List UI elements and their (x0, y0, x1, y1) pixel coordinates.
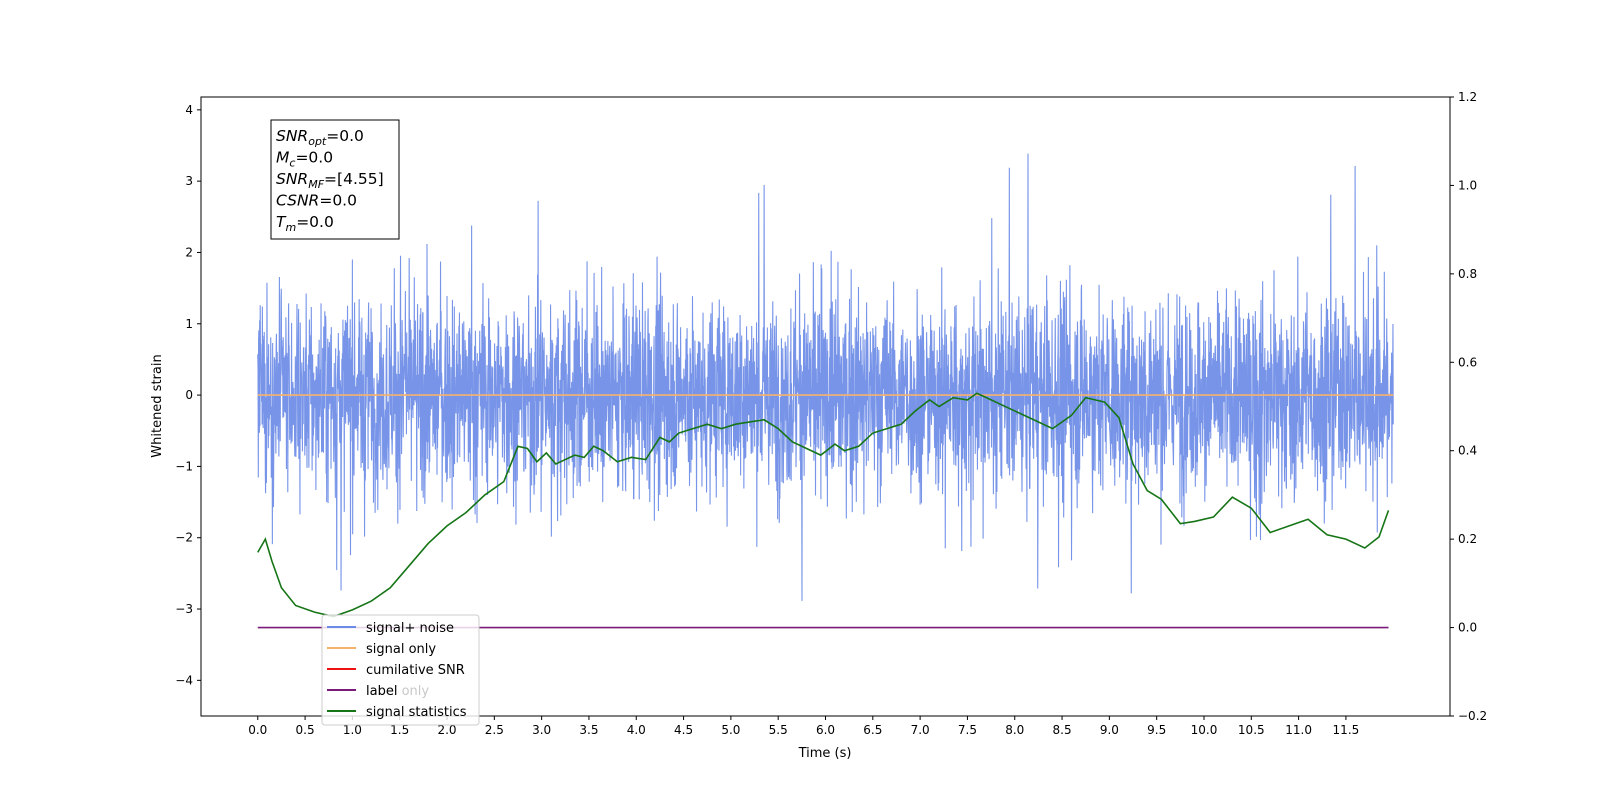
signal-noise-line (257, 153, 1394, 601)
x-tick-label: 2.0 (437, 723, 456, 737)
annotation-line: Mc=0.0 (276, 149, 333, 170)
x-tick-label: 2.5 (485, 723, 504, 737)
legend-label: signal statistics (366, 705, 467, 720)
y-right-tick-label: 0.4 (1458, 444, 1477, 458)
x-tick-label: 5.0 (721, 723, 740, 737)
annotation-line: SNRMF=[4.55] (276, 170, 384, 191)
y-left-tick-label: 1 (185, 317, 193, 331)
x-tick-label: 1.0 (343, 723, 362, 737)
x-axis-label: Time (s) (798, 746, 852, 761)
legend-label: signal only (366, 642, 436, 657)
y-right-tick-label: 0.8 (1458, 267, 1477, 281)
y-right-tick-label: 0.6 (1458, 355, 1477, 369)
x-tick-label: 9.5 (1147, 723, 1166, 737)
series-signal-noise (257, 153, 1394, 601)
x-axis-ticks: 0.0 0.5 1.0 1.5 2.0 2.5 3.0 3.5 4.0 4.5 5.0 5.5 6.0 6… (248, 716, 1359, 737)
x-tick-label: 4.0 (627, 723, 646, 737)
y-axis-left-label: Whitened strain (150, 354, 165, 457)
y-left-tick-label: 4 (185, 103, 193, 117)
y-axis-left-ticks: 4 3 2 1 0 −1 −2 −3 −4 (175, 103, 201, 687)
annotation-line: Tm=0.0 (276, 213, 334, 234)
x-tick-label: 10.0 (1191, 723, 1218, 737)
legend: label only signal+ noise signal only cumil… (321, 614, 480, 726)
x-tick-label: 5.5 (769, 723, 788, 737)
x-tick-label: 11.5 (1333, 723, 1360, 737)
x-tick-label: 10.5 (1238, 723, 1265, 737)
y-left-tick-label: 2 (185, 245, 193, 259)
x-tick-label: 3.0 (532, 723, 551, 737)
y-left-tick-label: −2 (175, 531, 193, 545)
annotation-line: SNRopt=0.0 (276, 127, 364, 148)
x-tick-label: 0.0 (248, 723, 267, 737)
x-tick-label: 11.0 (1285, 723, 1312, 737)
y-right-tick-label: −0.2 (1458, 709, 1487, 723)
legend-label: signal+ noise (366, 621, 454, 636)
y-right-tick-label: 1.2 (1458, 90, 1477, 104)
legend-overlap-text: label only (366, 684, 429, 699)
y-left-tick-label: −1 (175, 459, 193, 473)
y-left-tick-label: 0 (185, 388, 193, 402)
x-tick-label: 7.0 (911, 723, 930, 737)
x-tick-label: 0.5 (296, 723, 315, 737)
y-right-tick-label: 0.0 (1458, 621, 1477, 635)
y-right-tick-label: 1.0 (1458, 178, 1477, 192)
y-axis-right-ticks: 1.2 1.0 0.8 0.6 0.4 0.2 0.0 −0.2 (1450, 90, 1487, 723)
x-tick-label: 8.5 (1053, 723, 1072, 737)
x-tick-label: 8.0 (1005, 723, 1024, 737)
y-left-tick-label: −3 (175, 602, 193, 616)
annotation-line: CSNR=0.0 (276, 192, 357, 210)
x-tick-label: 7.5 (958, 723, 977, 737)
x-tick-label: 4.5 (674, 723, 693, 737)
x-tick-label: 3.5 (579, 723, 598, 737)
annotation-frame (270, 119, 400, 240)
y-left-tick-label: 3 (185, 174, 193, 188)
x-tick-label: 9.0 (1100, 723, 1119, 737)
y-right-tick-label: 0.2 (1458, 532, 1477, 546)
x-tick-label: 6.0 (816, 723, 835, 737)
x-tick-label: 6.5 (863, 723, 882, 737)
legend-frame (321, 614, 480, 726)
x-tick-label: 1.5 (390, 723, 409, 737)
legend-label: label (366, 684, 397, 699)
series-line-signal-statistics (257, 392, 1390, 618)
y-left-tick-label: −4 (175, 673, 193, 687)
legend-label: cumilative SNR (366, 663, 465, 678)
